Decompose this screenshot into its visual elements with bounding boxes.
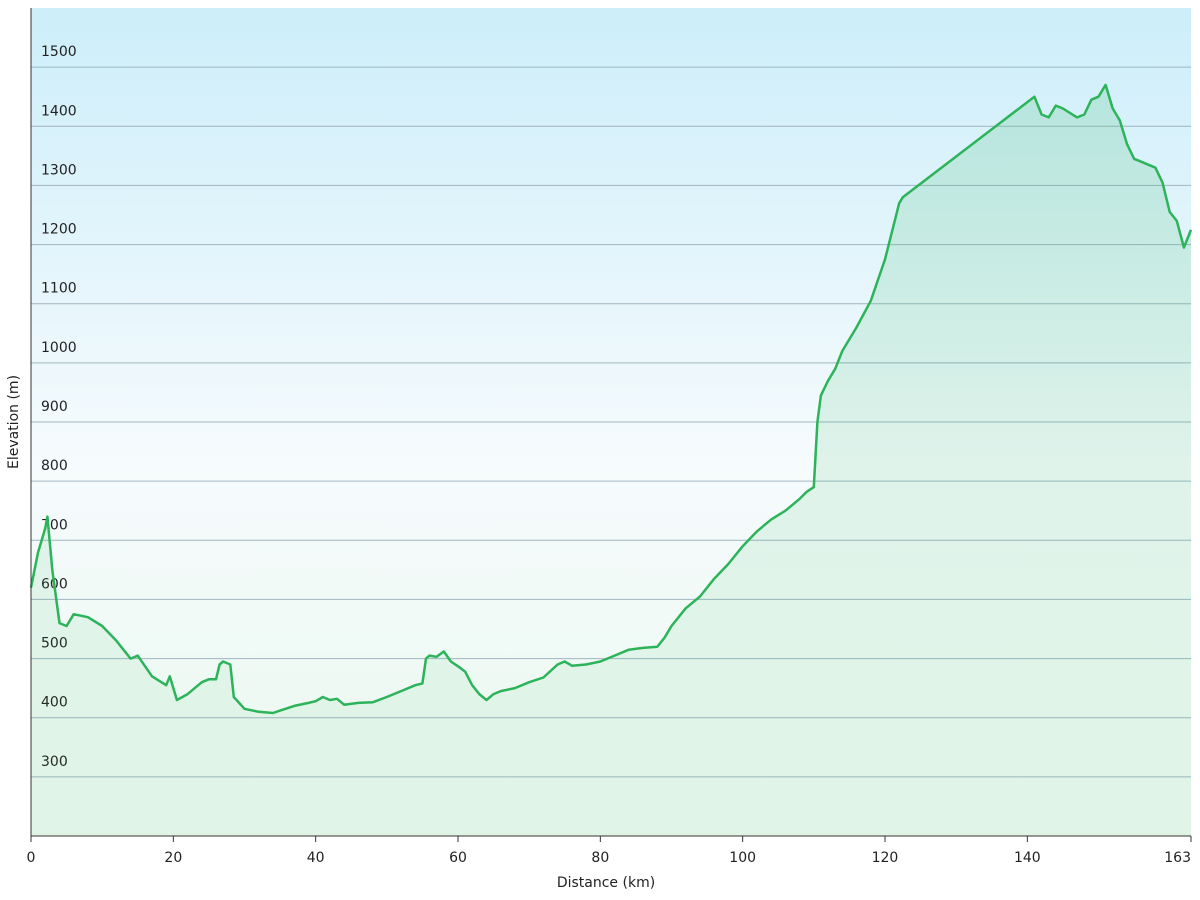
y-tick-label: 1300: [41, 162, 77, 178]
x-tick-label: 20: [164, 850, 182, 866]
y-tick-label: 800: [41, 458, 68, 474]
y-tick-label: 1100: [41, 281, 77, 297]
x-tick-label: 163: [1164, 850, 1191, 866]
x-tick-label: 0: [27, 850, 36, 866]
y-tick-label: 900: [41, 399, 68, 415]
area-fill: [31, 84, 1191, 836]
y-tick-label: 1400: [41, 103, 77, 119]
x-tick-label: 80: [591, 850, 609, 866]
x-tick-label: 60: [449, 850, 467, 866]
y-tick-label: 1200: [41, 222, 77, 238]
y-axis-label: Elevation (m): [6, 375, 22, 469]
y-tick-label: 1500: [41, 44, 77, 60]
x-tick-label: 140: [1014, 850, 1041, 866]
elevation-line: [29, 83, 1193, 715]
x-tick-label: 120: [872, 850, 899, 866]
x-axis-label: Distance (km): [557, 875, 655, 891]
x-tick-label: 40: [307, 850, 325, 866]
y-tick-label: 1000: [41, 340, 77, 356]
x-tick-label: 100: [729, 850, 756, 866]
